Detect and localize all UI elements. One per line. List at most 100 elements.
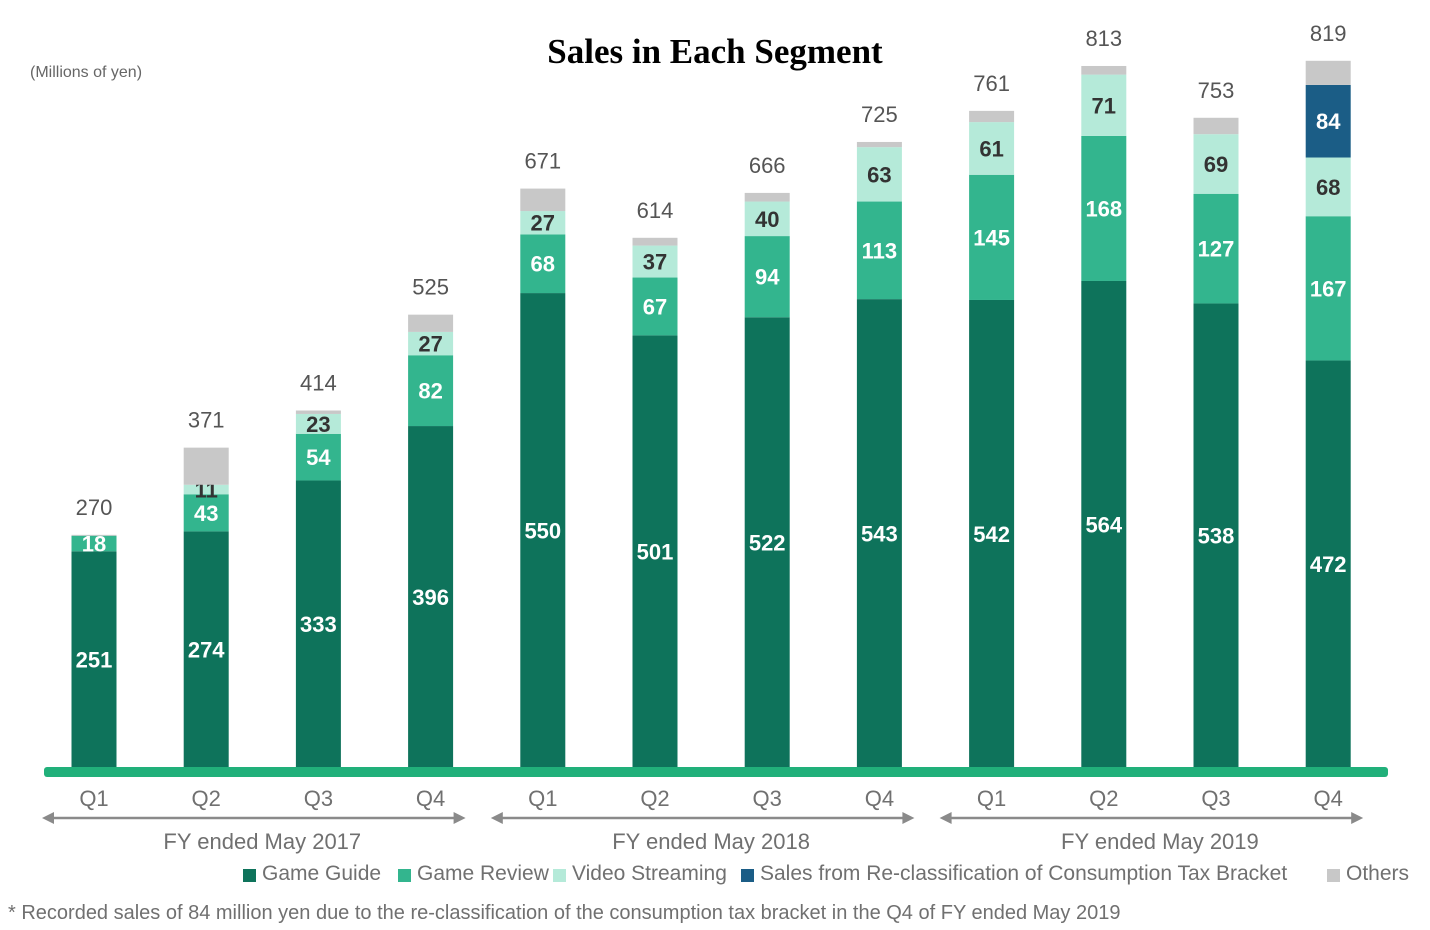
fiscal-year-arrow-left-icon <box>42 812 54 824</box>
bar-segment-others <box>520 188 566 212</box>
fiscal-year-label: FY ended May 2019 <box>1061 829 1259 854</box>
bar-segment-video-streaming <box>1193 134 1239 194</box>
total-label: 813 <box>1085 26 1122 51</box>
legend: Game Guide Game Review Video Streaming Sale… <box>243 862 1409 885</box>
total-label: 753 <box>1198 78 1235 103</box>
bar-segment-game-review <box>1081 135 1127 281</box>
bar-segment-game-guide <box>71 551 117 768</box>
data-label: 127 <box>1198 237 1235 262</box>
bar-segment-game-review <box>744 236 790 318</box>
legend-swatch <box>398 869 411 882</box>
total-label: 414 <box>300 371 337 396</box>
data-label: 68 <box>531 252 555 277</box>
bar-segment-video-streaming <box>408 331 454 356</box>
data-label: 27 <box>531 211 555 236</box>
legend-label: Sales from Re-classification of Consumpt… <box>760 862 1287 885</box>
fiscal-year-label: FY ended May 2017 <box>163 829 361 854</box>
data-label: 68 <box>1316 175 1340 200</box>
bar-segment-game-review <box>295 433 341 481</box>
fiscal-year-arrow-left-icon <box>490 812 503 824</box>
bar-segment-game-guide <box>1193 303 1239 768</box>
data-label: 522 <box>749 531 786 556</box>
x-tick-label: Q4 <box>1314 786 1343 811</box>
total-label: 614 <box>637 198 674 223</box>
bar-segment-game-guide <box>632 335 678 768</box>
bars-layer: 2511827027443113713335423414396822752555… <box>71 21 1351 768</box>
fiscal-year-arrow-right-icon <box>453 812 466 824</box>
bar-segment-game-review <box>1193 193 1239 304</box>
data-label: 145 <box>973 225 1010 250</box>
bar-segment-others <box>408 314 454 332</box>
data-label: 251 <box>76 648 113 673</box>
bar-segment-video-streaming <box>969 122 1015 175</box>
bar-segment-video-streaming <box>856 147 902 202</box>
total-label: 819 <box>1310 21 1347 46</box>
bar-segment-others <box>1193 117 1239 135</box>
data-label: 168 <box>1085 196 1122 221</box>
data-label: 333 <box>300 612 337 637</box>
bar-segment-others <box>295 410 341 414</box>
bar-segment-video-streaming <box>520 211 566 235</box>
bar-segment-others <box>969 110 1015 123</box>
total-label: 666 <box>749 153 786 178</box>
bar-segment-game-review <box>183 494 229 532</box>
data-label: 71 <box>1092 93 1116 118</box>
legend-swatch <box>1327 869 1340 882</box>
data-label: 550 <box>524 519 561 544</box>
legend-label: Others <box>1346 862 1409 885</box>
legend-label: Game Guide <box>262 862 381 885</box>
bar-segment-game-review <box>520 234 566 294</box>
data-label: 82 <box>418 379 442 404</box>
data-label: 27 <box>418 332 442 357</box>
x-tick-label: Q1 <box>79 786 108 811</box>
legend-swatch <box>741 869 754 882</box>
x-tick-label: Q3 <box>304 786 333 811</box>
data-label: 67 <box>643 294 667 319</box>
data-label: 43 <box>194 501 218 526</box>
data-label: 54 <box>306 445 331 470</box>
bar-segment-game-guide <box>408 426 454 768</box>
x-tick-label: Q2 <box>1089 786 1118 811</box>
bar-segment-game-guide <box>183 531 229 768</box>
total-label: 371 <box>188 408 225 433</box>
bar-segment-game-guide <box>1305 360 1351 768</box>
data-label: 538 <box>1198 524 1235 549</box>
bar-segment-game-guide <box>295 480 341 768</box>
total-label: 761 <box>973 71 1010 96</box>
data-label: 23 <box>306 412 330 437</box>
bar-segment-video-streaming <box>1305 157 1351 217</box>
bar-segment-game-review <box>969 174 1015 300</box>
bar-segment-sales-from-re-classification-of-consumption-tax-bracket <box>1305 84 1351 158</box>
bar-segment-game-review <box>632 277 678 336</box>
data-label: 396 <box>412 585 449 610</box>
bar-segment-video-streaming <box>295 413 341 434</box>
data-label: 84 <box>1316 109 1341 134</box>
bar-segment-others <box>1081 65 1127 75</box>
x-tick-label: Q4 <box>865 786 894 811</box>
data-label: 543 <box>861 522 898 547</box>
x-tick-label: Q1 <box>528 786 557 811</box>
data-label: 167 <box>1310 276 1347 301</box>
data-label: 542 <box>973 522 1010 547</box>
legend-swatch <box>243 869 256 882</box>
data-label: 40 <box>755 207 779 232</box>
fiscal-year-arrow-right-icon <box>1351 812 1364 824</box>
bar-segment-game-guide <box>1081 280 1127 768</box>
x-tick-label: Q2 <box>640 786 669 811</box>
x-tick-label: Q3 <box>1201 786 1230 811</box>
data-label: 37 <box>643 250 667 275</box>
x-tick-label: Q2 <box>192 786 221 811</box>
legend-label: Video Streaming <box>572 862 727 885</box>
bar-segment-video-streaming <box>183 484 229 495</box>
bar-segment-others <box>1305 60 1351 85</box>
data-label: 472 <box>1310 552 1347 577</box>
bar-segment-game-review <box>856 201 902 300</box>
x-tick-label: Q1 <box>977 786 1006 811</box>
bar-segment-game-guide <box>969 299 1015 768</box>
total-label: 270 <box>76 495 113 520</box>
bar-segment-others <box>856 141 902 148</box>
data-label: 63 <box>867 162 891 187</box>
bar-segment-game-guide <box>744 317 790 768</box>
data-label: 94 <box>755 265 780 290</box>
bar-segment-game-review <box>408 355 454 427</box>
